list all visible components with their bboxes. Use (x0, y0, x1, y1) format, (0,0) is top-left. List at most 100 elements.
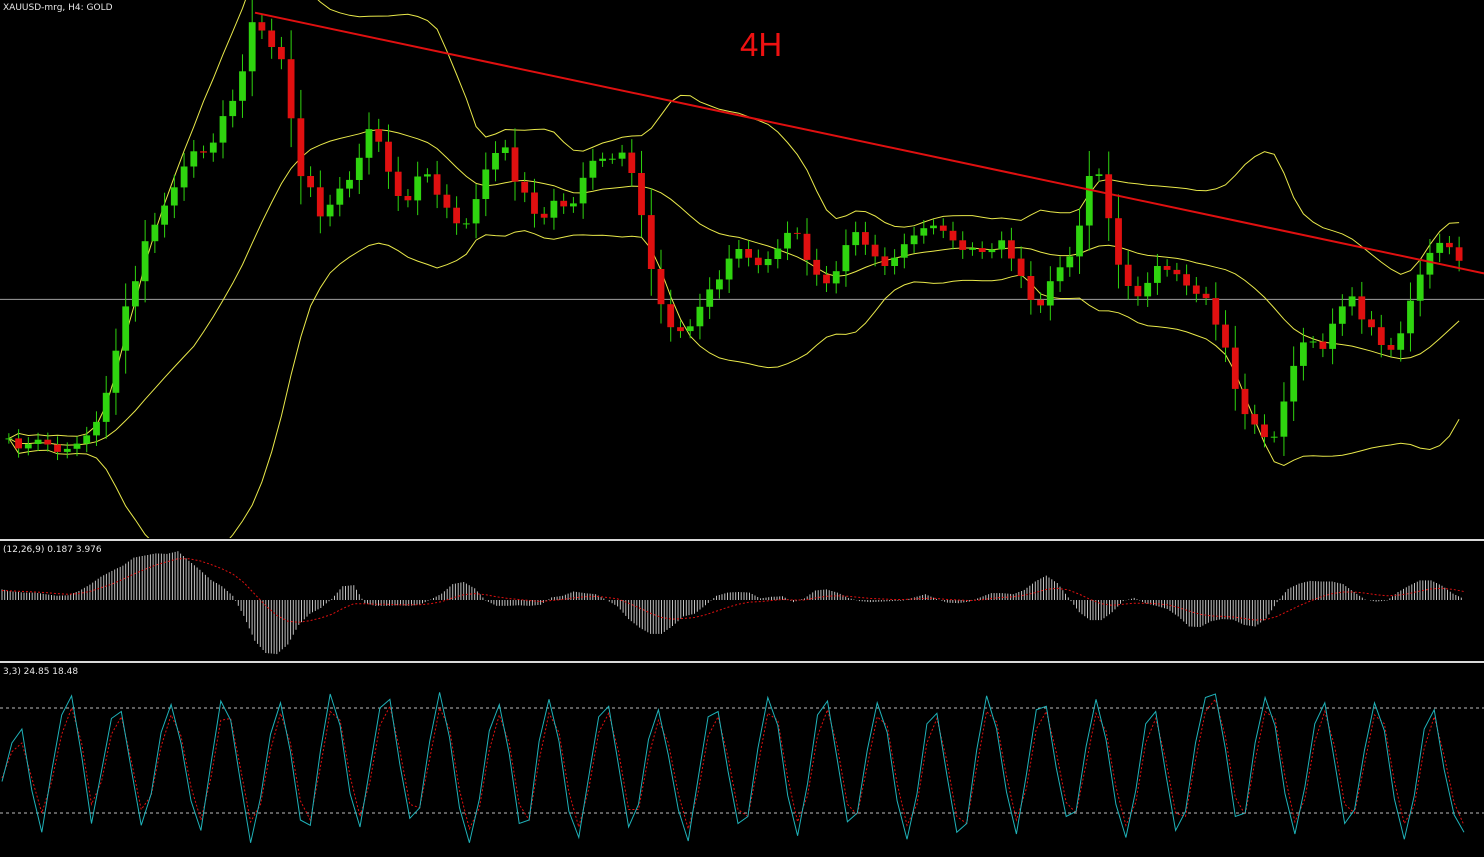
symbol-label: XAUUSD-mrg, H4: GOLD (3, 3, 113, 13)
bull-candle (141, 241, 149, 282)
bear-candle (15, 438, 22, 449)
bull-candle (1270, 436, 1278, 438)
bull-candle (998, 240, 1006, 250)
bear-candle (443, 194, 451, 208)
bear-candle (862, 232, 869, 245)
bull-candle (63, 448, 71, 452)
bull-candle (170, 187, 178, 206)
stochastic-pane[interactable]: 3,3) 24.85 18.48 (0, 664, 1484, 857)
bear-candle (1183, 274, 1190, 286)
bear-candle (1358, 296, 1366, 320)
bear-candle (1261, 424, 1268, 438)
bear-candle (745, 249, 752, 258)
bull-candle (599, 158, 606, 161)
bull-candle (589, 160, 597, 178)
bull-candle (336, 188, 344, 205)
pane-separator[interactable] (0, 661, 1484, 663)
bull-candle (716, 279, 723, 290)
bull-candle (355, 157, 363, 180)
bull-candle (482, 169, 490, 199)
stochastic-label: 3,3) 24.85 18.48 (3, 667, 79, 677)
bear-candle (1027, 276, 1035, 300)
bull-candle (706, 289, 714, 307)
macd-pane[interactable]: (12,26,9) 0.187 3.976 (0, 542, 1484, 660)
bull-candle (462, 223, 470, 225)
bear-candle (1231, 347, 1239, 389)
bull-candle (326, 204, 334, 217)
bull-candle (1144, 282, 1152, 297)
bear-candle (677, 327, 684, 332)
bull-candle (570, 203, 577, 207)
bull-candle (930, 225, 937, 229)
bear-candle (453, 207, 460, 224)
bull-candle (1095, 174, 1103, 176)
bull-candle (969, 248, 976, 250)
bear-candle (949, 230, 957, 241)
bear-candle (44, 439, 52, 445)
bear-candle (1134, 285, 1142, 297)
bear-candle (521, 181, 529, 193)
bear-candle (531, 192, 538, 214)
bear-candle (881, 256, 889, 266)
bear-candle (297, 118, 305, 177)
bear-candle (871, 244, 879, 257)
bull-candle (842, 245, 850, 272)
bull-candle (735, 249, 743, 259)
timeframe-annotation: 4H (740, 26, 783, 63)
bear-candle (1455, 247, 1463, 261)
bull-candle (784, 232, 791, 249)
bull-candle (414, 176, 422, 201)
bull-candle (618, 152, 626, 159)
macd-signal-line (1, 558, 1465, 623)
bull-candle (1436, 242, 1444, 253)
bull-candle (34, 439, 42, 444)
bear-candle (200, 151, 207, 153)
bear-candle (511, 147, 519, 182)
bull-candle (190, 151, 198, 167)
price-chart (0, 0, 1484, 538)
bull-candle (122, 306, 130, 351)
bull-candle (550, 200, 558, 218)
bull-candle (1300, 342, 1307, 366)
bull-candle (774, 248, 782, 259)
bull-candle (472, 199, 480, 224)
bull-candle (132, 281, 139, 307)
pane-separator[interactable] (0, 539, 1484, 541)
price-chart-pane[interactable]: XAUUSD-mrg, H4: GOLD 4H (0, 0, 1484, 538)
bear-candle (1163, 266, 1171, 270)
bull-candle (501, 147, 509, 153)
bull-candle (1309, 341, 1317, 343)
bear-candle (1124, 264, 1132, 286)
bear-candle (803, 233, 811, 260)
stochastic-chart (0, 692, 1484, 843)
bull-candle (112, 350, 120, 393)
bull-candle (1076, 225, 1083, 257)
bear-candle (385, 141, 392, 172)
bull-candle (1290, 365, 1298, 402)
bear-candle (813, 259, 821, 275)
bear-candle (433, 174, 441, 195)
bull-candle (180, 166, 188, 188)
bollinger-lower-band (8, 230, 1460, 538)
bear-candle (560, 200, 568, 207)
bull-candle (219, 116, 227, 143)
bear-candle (1368, 319, 1375, 328)
bull-candle (1056, 267, 1064, 282)
bull-candle (900, 244, 908, 258)
bull-candle (686, 326, 694, 332)
bull-candle (248, 22, 256, 72)
bear-candle (959, 240, 967, 250)
bull-candle (346, 179, 353, 189)
macd-chart (1, 551, 1465, 655)
bull-candle (83, 435, 91, 444)
bear-candle (638, 173, 645, 216)
stochastic-main-line (1, 692, 1465, 843)
bull-candle (73, 443, 81, 449)
bull-candle (1046, 281, 1054, 306)
bear-candle (394, 171, 402, 196)
bear-candle (54, 444, 61, 452)
bear-candle (667, 304, 675, 328)
bear-candle (1115, 218, 1122, 265)
bull-candle (608, 158, 616, 160)
bear-candle (1222, 324, 1229, 348)
